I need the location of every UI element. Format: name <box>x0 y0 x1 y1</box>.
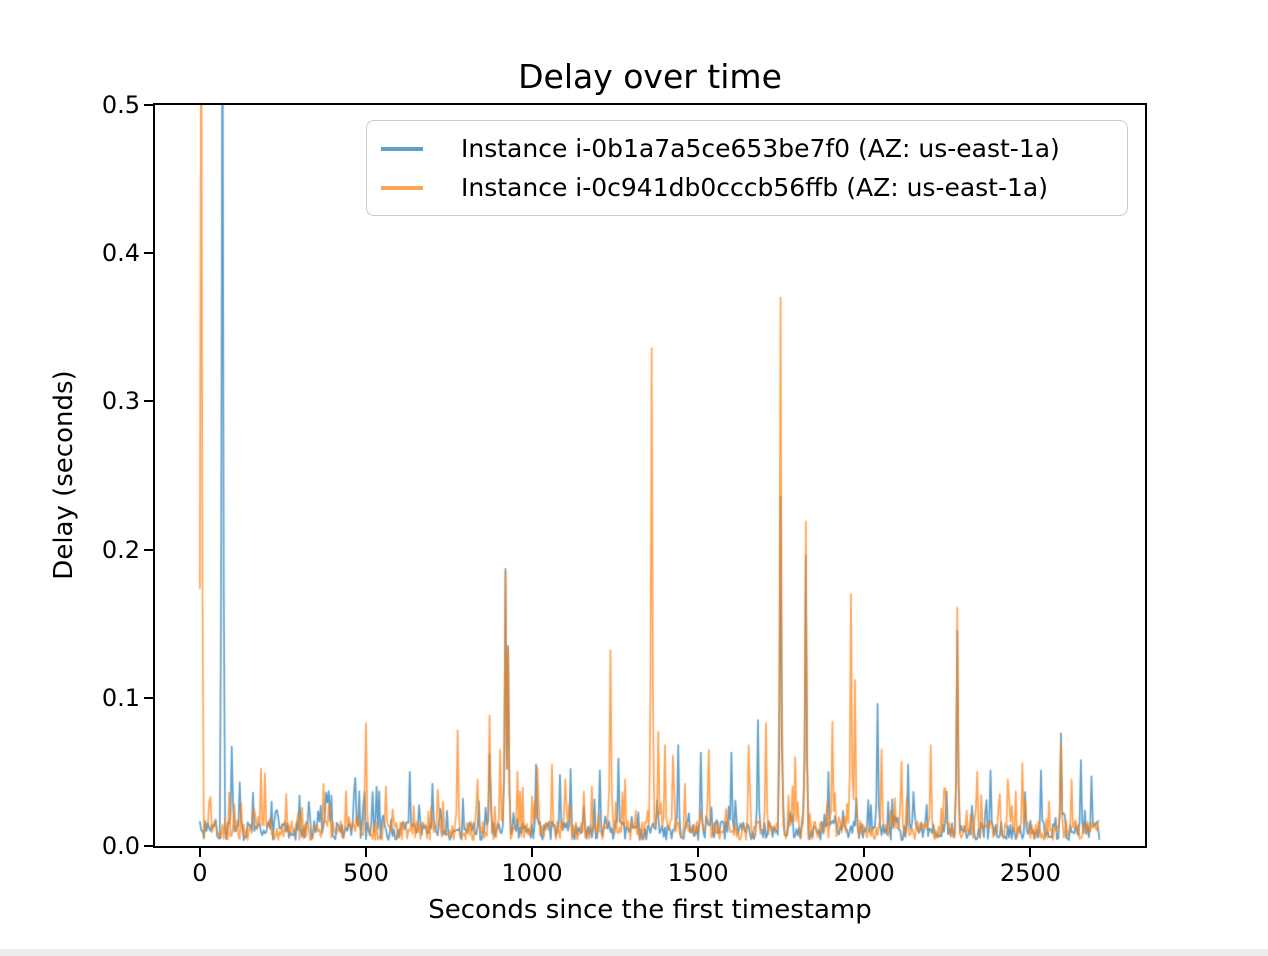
x-tick-mark <box>198 848 201 857</box>
legend-item-instance-1: Instance i-0b1a7a5ce653be7f0 (AZ: us-eas… <box>381 129 1113 168</box>
y-tick-label: 0.4 <box>101 239 140 268</box>
x-tick-label: 2500 <box>999 859 1061 887</box>
y-tick-mark <box>144 400 153 403</box>
y-tick-label: 0.1 <box>101 683 140 712</box>
y-tick-mark <box>144 104 153 106</box>
y-tick-label: 0.0 <box>101 832 140 860</box>
x-tick-label: 0 <box>192 859 208 887</box>
window-bottom-strip <box>0 949 1268 956</box>
y-tick-mark <box>144 252 153 255</box>
x-tick-label: 2000 <box>833 859 895 887</box>
y-tick-label: 0.2 <box>101 535 140 564</box>
y-tick-mark <box>144 845 153 847</box>
x-tick-mark <box>697 848 700 857</box>
chart-title: Delay over time <box>518 57 782 96</box>
legend-item-instance-2: Instance i-0c941db0cccb56ffb (AZ: us-eas… <box>381 168 1113 207</box>
x-tick-label: 1000 <box>501 859 563 887</box>
x-tick-label: 500 <box>343 859 389 887</box>
x-tick-mark <box>364 848 367 857</box>
x-axis-label: Seconds since the first timestamp <box>428 895 872 925</box>
x-tick-label: 1500 <box>667 859 729 887</box>
legend-line-swatch-orange <box>381 185 423 190</box>
legend-label: Instance i-0c941db0cccb56ffb (AZ: us-eas… <box>461 172 1048 202</box>
legend-label: Instance i-0b1a7a5ce653be7f0 (AZ: us-eas… <box>461 133 1060 163</box>
x-tick-mark <box>1029 848 1032 857</box>
legend: Instance i-0b1a7a5ce653be7f0 (AZ: us-eas… <box>366 120 1128 216</box>
y-axis-label: Delay (seconds) <box>49 370 79 580</box>
plot-area <box>155 105 1145 846</box>
y-tick-mark <box>144 696 153 699</box>
y-tick-label: 0.5 <box>101 91 140 119</box>
y-tick-mark <box>144 548 153 551</box>
y-tick-label: 0.3 <box>101 387 140 416</box>
legend-line-swatch-blue <box>381 146 423 151</box>
x-tick-mark <box>863 848 866 857</box>
x-tick-mark <box>531 848 534 857</box>
